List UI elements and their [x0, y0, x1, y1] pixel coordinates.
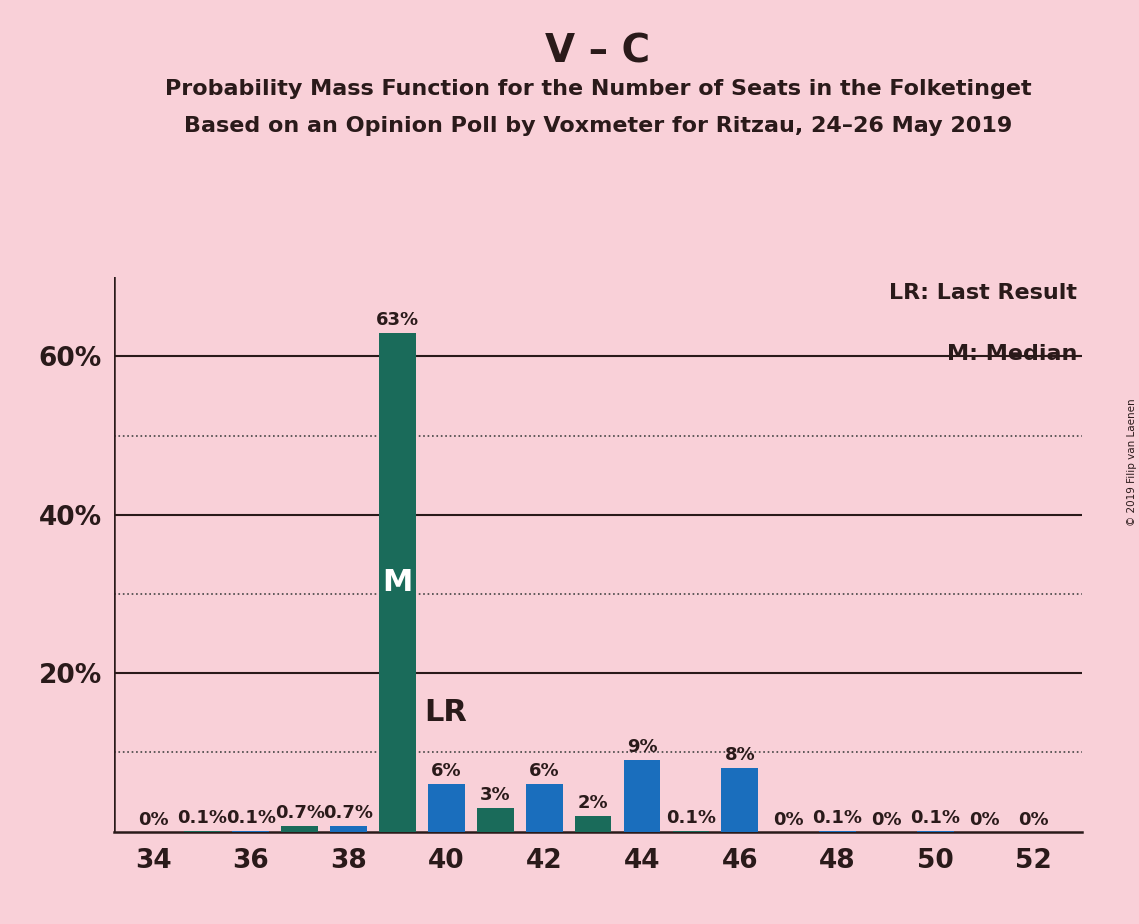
Text: 0.1%: 0.1% — [666, 808, 716, 827]
Text: V – C: V – C — [546, 32, 650, 70]
Bar — [477, 808, 514, 832]
Text: 0.1%: 0.1% — [812, 808, 862, 827]
Text: 2%: 2% — [577, 794, 608, 812]
Text: 63%: 63% — [376, 310, 419, 329]
Text: 0%: 0% — [871, 811, 902, 829]
Text: 0%: 0% — [138, 811, 169, 829]
Text: M: M — [383, 567, 412, 597]
Text: 0.1%: 0.1% — [177, 808, 227, 827]
Text: 6%: 6% — [431, 762, 461, 780]
Text: 3%: 3% — [480, 786, 510, 804]
Text: 0%: 0% — [1018, 811, 1049, 829]
Bar — [721, 768, 759, 832]
Bar — [624, 760, 661, 832]
Text: 0%: 0% — [969, 811, 1000, 829]
Bar — [281, 826, 318, 832]
Text: Based on an Opinion Poll by Voxmeter for Ritzau, 24–26 May 2019: Based on an Opinion Poll by Voxmeter for… — [183, 116, 1013, 136]
Bar — [379, 333, 416, 832]
Text: Probability Mass Function for the Number of Seats in the Folketinget: Probability Mass Function for the Number… — [165, 79, 1031, 99]
Bar — [330, 826, 367, 832]
Text: M: Median: M: Median — [947, 344, 1077, 364]
Bar — [428, 784, 465, 832]
Text: 6%: 6% — [528, 762, 559, 780]
Text: 0.1%: 0.1% — [910, 808, 960, 827]
Text: 9%: 9% — [626, 738, 657, 757]
Bar — [526, 784, 563, 832]
Text: LR: Last Result: LR: Last Result — [890, 283, 1077, 303]
Text: © 2019 Filip van Laenen: © 2019 Filip van Laenen — [1126, 398, 1137, 526]
Text: 0.1%: 0.1% — [226, 808, 276, 827]
Bar — [575, 816, 612, 832]
Text: 0%: 0% — [773, 811, 804, 829]
Text: LR: LR — [425, 699, 467, 727]
Text: 0.7%: 0.7% — [274, 804, 325, 822]
Text: 0.7%: 0.7% — [323, 804, 374, 822]
Text: 8%: 8% — [724, 747, 755, 764]
